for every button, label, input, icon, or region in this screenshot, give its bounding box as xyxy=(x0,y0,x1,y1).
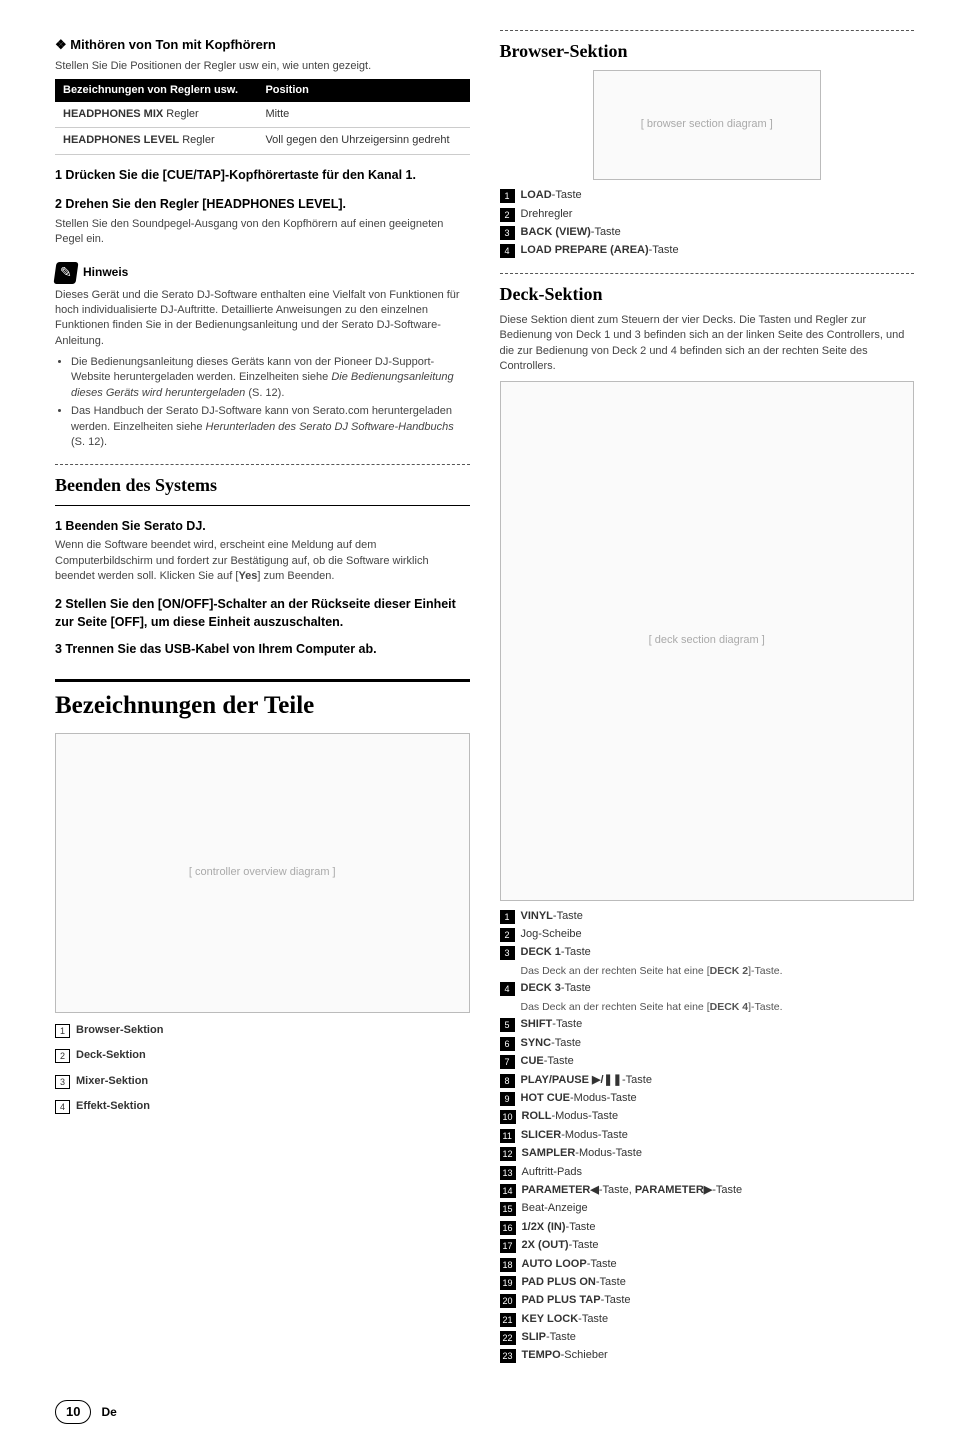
browser-legend: 1LOAD-Taste 2Drehregler 3BACK (VIEW)-Taste… xyxy=(500,188,915,259)
note-header: ✎ Hinweis xyxy=(55,262,470,284)
legend-item: 19PAD PLUS ON-Taste xyxy=(500,1275,915,1290)
sd-step1-body: Wenn die Software beendet wird, erschein… xyxy=(55,538,470,584)
legend-item: 9HOT CUE-Modus-Taste xyxy=(500,1091,915,1106)
controls-table: Bezeichnungen von Reglern usw. Position … xyxy=(55,79,470,155)
note-label: Hinweis xyxy=(83,264,128,281)
divider xyxy=(55,464,470,465)
legend-item: 21KEY LOCK-Taste xyxy=(500,1312,915,1327)
table-row: HEADPHONES LEVEL ReglerVoll gegen den Uh… xyxy=(55,128,470,154)
deck-diagram: [ deck section diagram ] xyxy=(500,381,915,901)
legend-item: 1LOAD-Taste xyxy=(500,188,915,203)
legend-item: 2Jog-Scheibe xyxy=(500,927,915,942)
step2-heading: 2 Drehen Sie den Regler [HEADPHONES LEVE… xyxy=(55,196,470,214)
legend-item: 22SLIP-Taste xyxy=(500,1330,915,1345)
deck-legend: 1VINYL-Taste 2Jog-Scheibe 3DECK 1-Taste Das… xyxy=(500,909,915,1364)
parts-diagram: [ controller overview diagram ] xyxy=(55,733,470,1013)
shutdown-title: Beenden des Systems xyxy=(55,473,470,498)
legend-item: 15Beat-Anzeige xyxy=(500,1201,915,1216)
legend-item: 2Deck-Sektion xyxy=(55,1048,470,1063)
legend-item: 3BACK (VIEW)-Taste xyxy=(500,225,915,240)
legend-item: 5SHIFT-Taste xyxy=(500,1017,915,1032)
list-item: Das Handbuch der Serato DJ-Software kann… xyxy=(71,404,470,450)
legend-item: 8PLAY/PAUSE ▶/❚❚-Taste xyxy=(500,1073,915,1088)
th-name: Bezeichnungen von Reglern usw. xyxy=(55,79,257,102)
thin-rule xyxy=(55,505,470,506)
table-row: HEADPHONES MIX ReglerMitte xyxy=(55,102,470,128)
step2-body: Stellen Sie den Soundpegel-Ausgang von d… xyxy=(55,217,470,248)
browser-title: Browser-Sektion xyxy=(500,39,915,64)
legend-item: 10ROLL-Modus-Taste xyxy=(500,1109,915,1124)
sd-step3: 3 Trennen Sie das USB-Kabel von Ihrem Co… xyxy=(55,641,470,659)
page-lang: De xyxy=(101,1404,116,1421)
legend-item: 161/2X (IN)-Taste xyxy=(500,1220,915,1235)
page-footer: 10 De xyxy=(55,1400,914,1424)
headphones-heading: Mithören von Ton mit Kopfhörern xyxy=(55,36,470,54)
legend-item: 3Mixer-Sektion xyxy=(55,1074,470,1089)
legend-item: 4Effekt-Sektion xyxy=(55,1099,470,1114)
browser-diagram: [ browser section diagram ] xyxy=(593,70,821,180)
deck-title: Deck-Sektion xyxy=(500,282,915,307)
legend-item: 6SYNC-Taste xyxy=(500,1036,915,1051)
legend-item: 7CUE-Taste xyxy=(500,1054,915,1069)
legend-item: 20PAD PLUS TAP-Taste xyxy=(500,1293,915,1308)
legend-item: 172X (OUT)-Taste xyxy=(500,1238,915,1253)
left-column: Mithören von Ton mit Kopfhörern Stellen … xyxy=(55,30,470,1370)
right-column: Browser-Sektion [ browser section diagra… xyxy=(500,30,915,1370)
legend-item: 23TEMPO-Schieber xyxy=(500,1348,915,1363)
legend-subtext: Das Deck an der rechten Seite hat eine [… xyxy=(521,964,915,979)
legend-item: 11SLICER-Modus-Taste xyxy=(500,1128,915,1143)
legend-item: 18AUTO LOOP-Taste xyxy=(500,1257,915,1272)
legend-item: 2Drehregler xyxy=(500,207,915,222)
page-number: 10 xyxy=(55,1400,91,1424)
parts-title: Bezeichnungen der Teile xyxy=(55,679,470,723)
divider xyxy=(500,273,915,274)
deck-intro: Diese Sektion dient zum Steuern der vier… xyxy=(500,313,915,375)
parts-legend: 1Browser-Sektion 2Deck-Sektion 3Mixer-Sekt… xyxy=(55,1023,470,1115)
th-position: Position xyxy=(257,79,469,102)
note-icon: ✎ xyxy=(53,262,78,284)
legend-item: 3DECK 1-Taste xyxy=(500,945,915,960)
legend-item: 12SAMPLER-Modus-Taste xyxy=(500,1146,915,1161)
legend-item: 1VINYL-Taste xyxy=(500,909,915,924)
sd-step2: 2 Stellen Sie den [ON/OFF]-Schalter an d… xyxy=(55,596,470,631)
sd-step1: 1 Beenden Sie Serato DJ. xyxy=(55,518,470,536)
list-item: Die Bedienungsanleitung dieses Geräts ka… xyxy=(71,355,470,401)
divider xyxy=(500,30,915,31)
legend-subtext: Das Deck an der rechten Seite hat eine [… xyxy=(521,1000,915,1015)
legend-item: 1Browser-Sektion xyxy=(55,1023,470,1038)
note-bullets: Die Bedienungsanleitung dieses Geräts ka… xyxy=(55,355,470,450)
note-body: Dieses Gerät und die Serato DJ-Software … xyxy=(55,288,470,350)
legend-item: 4LOAD PREPARE (AREA)-Taste xyxy=(500,243,915,258)
legend-item: 14PARAMETER◀-Taste, PARAMETER▶-Taste xyxy=(500,1183,915,1198)
headphones-intro: Stellen Sie Die Positionen der Regler us… xyxy=(55,59,470,74)
legend-item: 13Auftritt-Pads xyxy=(500,1165,915,1180)
legend-item: 4DECK 3-Taste xyxy=(500,981,915,996)
step1-heading: 1 Drücken Sie die [CUE/TAP]-Kopfhörertas… xyxy=(55,167,470,185)
